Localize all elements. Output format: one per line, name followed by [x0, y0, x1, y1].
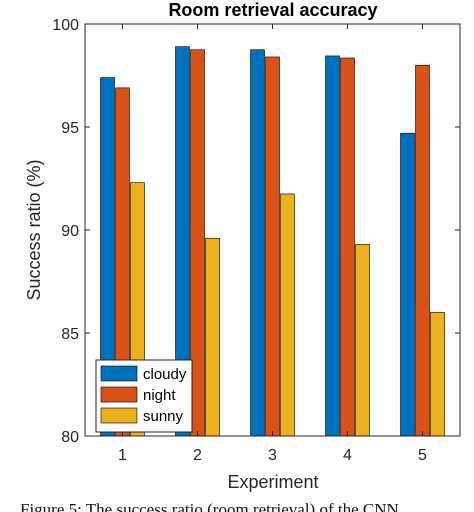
y-tick-label: 100: [52, 17, 79, 34]
bar-night-2: [190, 49, 205, 437]
y-tick-label: 90: [61, 223, 79, 240]
legend-swatch-night: [100, 386, 138, 403]
bar-cloudy-3: [250, 49, 265, 437]
legend-swatch-cloudy: [100, 365, 138, 382]
x-axis-label: Experiment: [227, 472, 318, 492]
figure-caption: Figure 5: The success ratio (room retrie…: [20, 500, 399, 512]
x-tick-label: 2: [193, 447, 202, 464]
chart-title: Room retrieval accuracy: [168, 0, 377, 20]
x-tick-label: 5: [418, 447, 427, 464]
bar-sunny-2: [205, 237, 220, 437]
legend-swatch-sunny: [100, 407, 138, 424]
legend-label-night: night: [143, 387, 176, 404]
bar-sunny-5: [430, 312, 445, 437]
bar-night-3: [265, 56, 280, 437]
x-tick-label: 3: [268, 447, 277, 464]
bar-night-4: [340, 57, 355, 437]
y-tick-label: 85: [61, 326, 79, 343]
legend: cloudy night sunny: [95, 359, 193, 433]
bar-cloudy-5: [400, 132, 415, 437]
y-tick-label: 80: [61, 429, 79, 446]
bar-sunny-4: [355, 244, 370, 437]
x-tick-label: 1: [118, 447, 127, 464]
y-axis-label: Success ratio (%): [24, 159, 44, 300]
bar-sunny-3: [280, 193, 295, 437]
legend-label-sunny: sunny: [143, 408, 184, 425]
bar-cloudy-4: [325, 55, 340, 437]
axes-layer: 80 85 90 95 100 1 2 3 4 5: [52, 17, 461, 464]
x-tick-label: 4: [343, 447, 352, 464]
bar-night-5: [415, 64, 430, 437]
legend-label-cloudy: cloudy: [143, 366, 187, 383]
y-tick-label: 95: [61, 120, 79, 137]
